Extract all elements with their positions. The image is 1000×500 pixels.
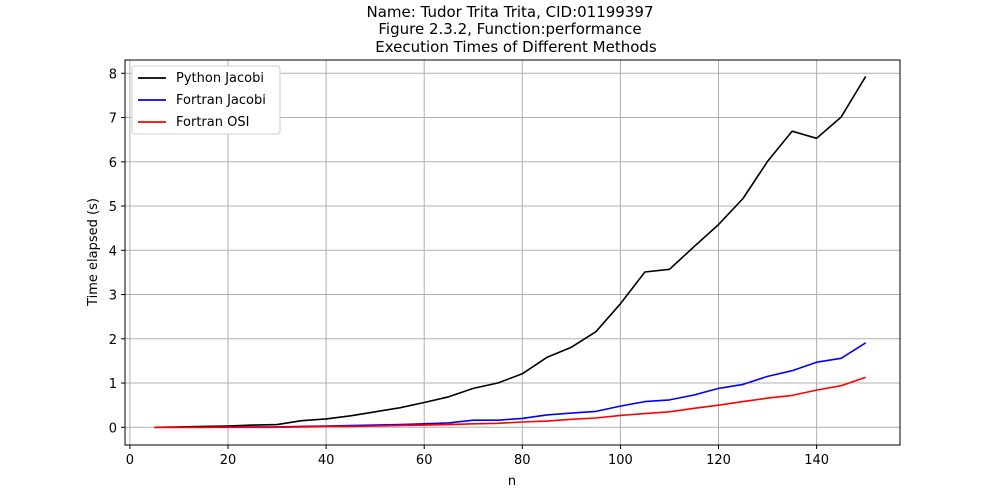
series-line-python-jacobi [154, 75, 867, 429]
plot-frame [124, 59, 901, 446]
legend-label: Python Jacobi [176, 71, 264, 86]
legend-box [131, 65, 281, 135]
x-tick-label: 120 [706, 453, 731, 468]
chart-title-line-2: Figure 2.3.2, Function:performance [378, 20, 641, 38]
y-tick-label: 4 [109, 244, 117, 259]
y-tick-label: 6 [109, 156, 117, 171]
y-tick-label: 8 [109, 67, 117, 82]
legend-label: Fortran OSI [176, 115, 249, 130]
y-tick-label: 7 [109, 112, 117, 127]
y-tick-label: 2 [109, 333, 117, 348]
legend-label: Fortran Jacobi [176, 93, 266, 108]
x-tick-label: 100 [608, 453, 633, 468]
y-tick-label: 1 [109, 377, 117, 392]
series-lines [154, 75, 867, 429]
legend: Python Jacobi Fortran Jacobi Fortran OSI [131, 65, 281, 135]
y-tick-label: 0 [109, 421, 117, 436]
x-tick-label: 80 [514, 453, 531, 468]
axis-ticks: 0 20 40 60 80 100 120 140 0 1 2 3 4 5 6 7 8 [109, 67, 829, 468]
x-tick-label: 60 [416, 453, 433, 468]
y-axis-label: Time elapsed (s) [86, 198, 101, 307]
x-tick-label: 0 [126, 453, 134, 468]
y-tick-label: 3 [109, 289, 117, 304]
grid-lines [125, 60, 900, 445]
x-axis-label: n [508, 474, 516, 489]
series-line-fortran-jacobi [154, 342, 867, 429]
series-line-fortran-osi [154, 376, 866, 429]
chart-title-line-1: Name: Tudor Trita Trita, CID:01199397 [367, 3, 654, 21]
chart-title-line-3: Execution Times of Different Methods [375, 38, 657, 56]
x-tick-label: 40 [318, 453, 335, 468]
y-tick-label: 5 [109, 200, 117, 215]
x-tick-label: 20 [220, 453, 237, 468]
x-tick-label: 140 [804, 453, 829, 468]
